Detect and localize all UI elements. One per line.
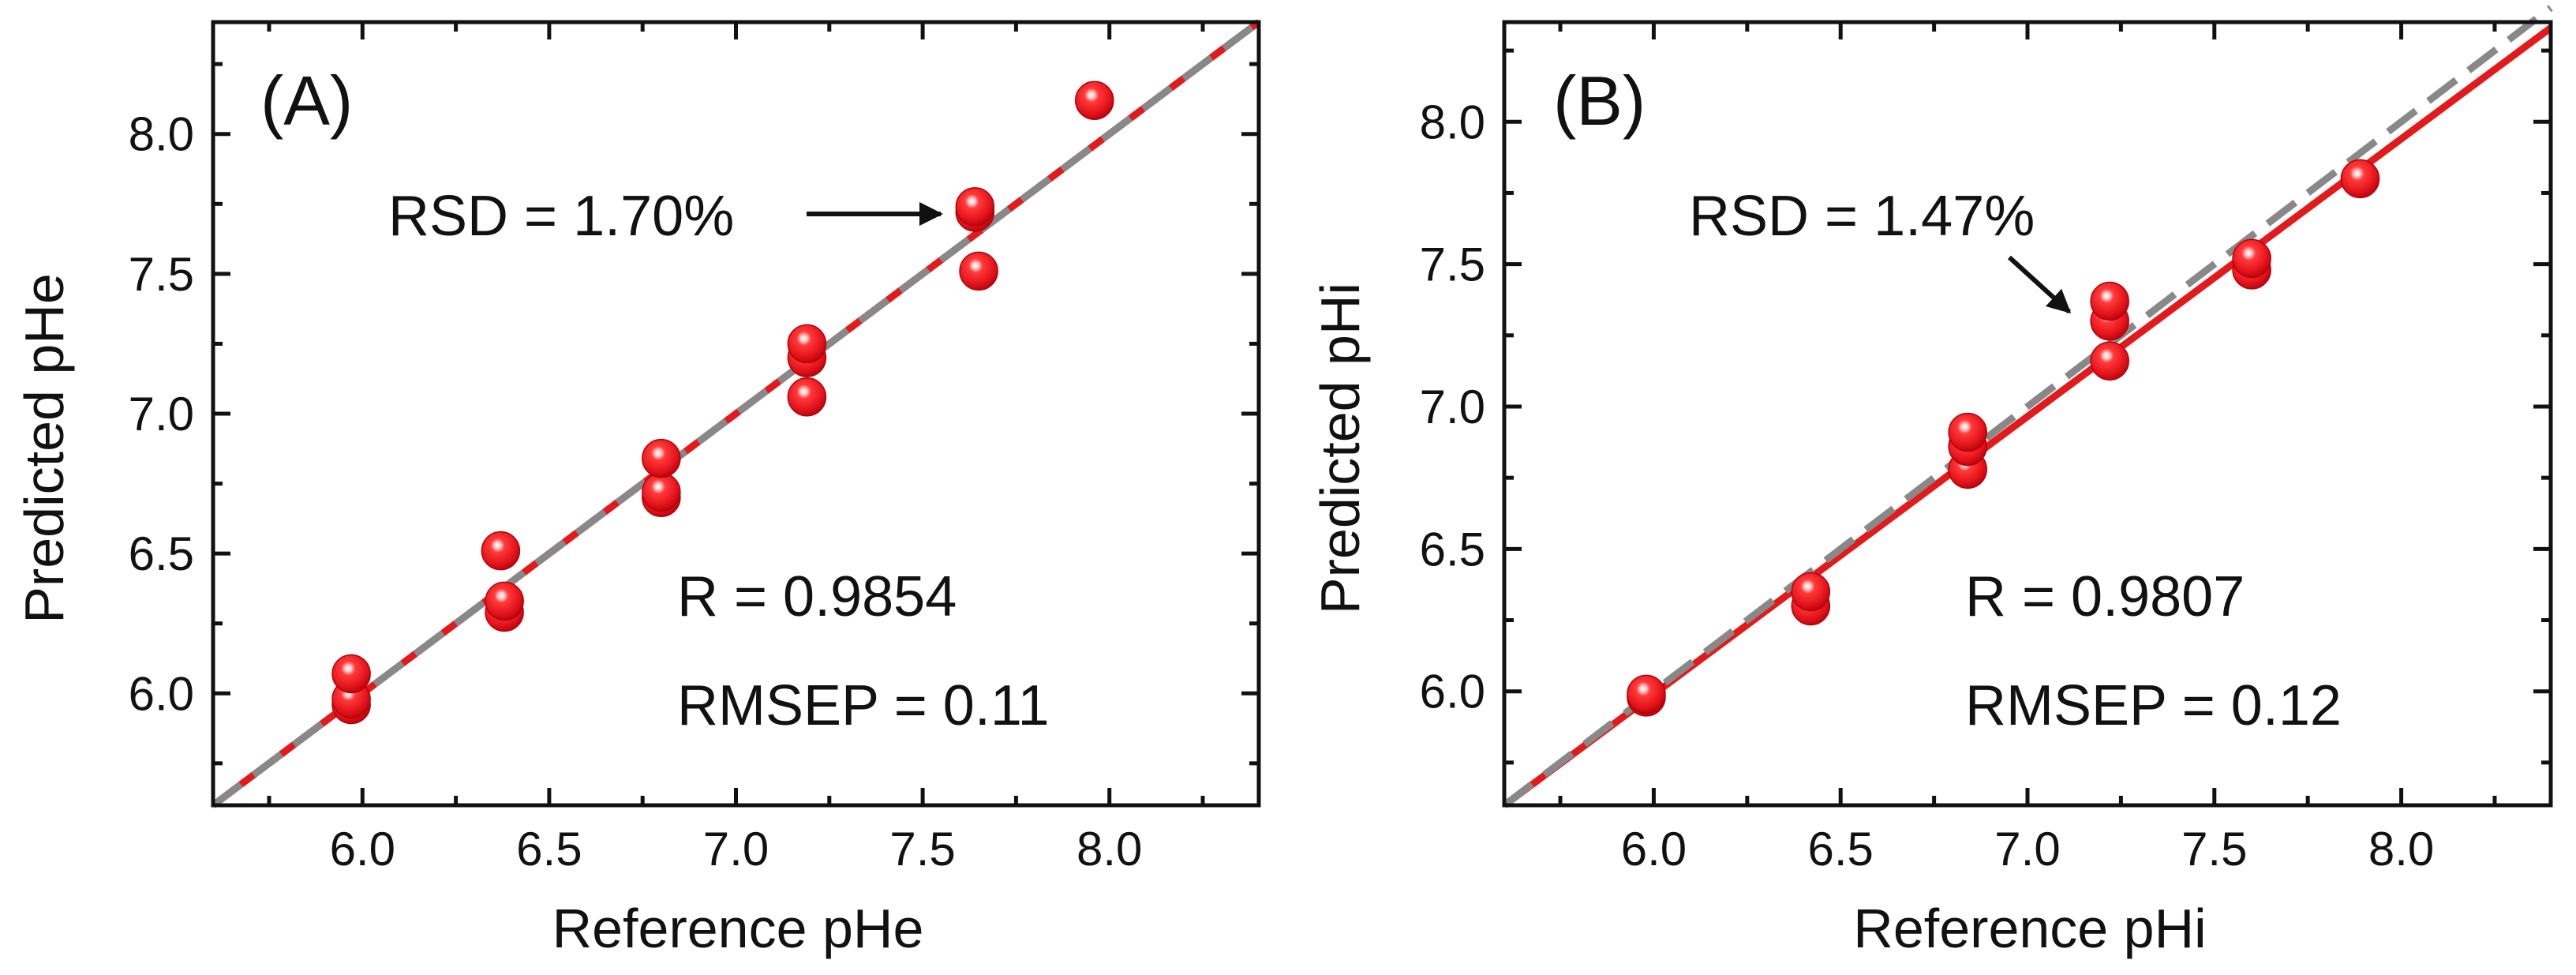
panel-b-label: (B) <box>1553 62 1646 140</box>
panel-b-data-point <box>2232 238 2271 279</box>
panel-b-data-point <box>1791 572 1831 612</box>
panel-b-data-point <box>2340 159 2380 199</box>
panel-a-x-tick-label: 6.5 <box>516 823 582 876</box>
panel-a-data-point <box>331 654 371 694</box>
panel-a-tick-labels: 6.0 6.5 7.0 7.5 8.0 6.0 6.5 7.0 7.5 8.0 <box>129 108 1143 876</box>
panel-b-identity-line <box>1502 5 2553 808</box>
panel-a-x-tick-label: 7.0 <box>703 823 769 876</box>
chart-panel-b: 6.0 6.5 7.0 7.5 8.0 6.0 6.5 7.0 7.5 8.0 (B) Refer… <box>1309 5 2553 959</box>
panel-a-data-point <box>787 377 827 417</box>
panel-a-x-tick-label: 6.0 <box>330 823 395 876</box>
panel-b-rsd-arrow <box>2007 255 2072 314</box>
panel-a-data-point <box>642 472 681 512</box>
panel-b-ticks <box>1504 22 2551 805</box>
panel-a-identity-line <box>211 19 1261 808</box>
panel-b-rsd-annotation: RSD = 1.47% <box>1689 185 2035 248</box>
panel-b-y-tick-label: 6.5 <box>1420 523 1485 576</box>
panel-a-x-tick-label: 8.0 <box>1076 823 1142 876</box>
panel-a-rsd-annotation: RSD = 1.70% <box>388 185 734 248</box>
panel-a-label: (A) <box>260 62 353 140</box>
panel-b-y-axis-label: Predicted pHi <box>1309 283 1371 614</box>
panel-b-x-tick-label: 7.0 <box>1994 823 2060 876</box>
panel-a-data-point <box>1075 81 1114 120</box>
panel-a-y-tick-label: 8.0 <box>129 108 194 161</box>
panel-b-x-tick-label: 7.5 <box>2181 823 2247 876</box>
panel-b-tick-labels: 6.0 6.5 7.0 7.5 8.0 6.0 6.5 7.0 7.5 8.0 <box>1420 96 2435 876</box>
panel-a-data-point <box>485 581 524 621</box>
panel-a-lines <box>211 19 1261 808</box>
panel-a-r-annotation: R = 0.9854 <box>677 565 957 628</box>
panel-a-frame <box>211 20 1261 808</box>
panel-b-y-tick-label: 6.0 <box>1420 666 1485 718</box>
panel-a-data-point <box>787 324 827 364</box>
panel-b-x-tick-label: 8.0 <box>2368 823 2434 876</box>
panel-a-rmsep-annotation: RMSEP = 0.11 <box>677 674 1050 737</box>
panel-b-y-tick-label: 7.0 <box>1420 381 1485 433</box>
chart-panel-a: 6.0 6.5 7.0 7.5 8.0 6.0 6.5 7.0 7.5 8.0 (A) Refer… <box>13 19 1261 959</box>
panel-b-rmsep-annotation: RMSEP = 0.12 <box>1965 674 2342 737</box>
panel-b-points <box>1627 159 2380 717</box>
panel-a-y-axis-label: Predicted pHe <box>13 273 75 624</box>
panel-a-ticks <box>213 22 1259 805</box>
panel-b-lines <box>1502 5 2553 808</box>
panel-b-data-point <box>1627 674 1666 714</box>
panel-a-x-tick-label: 7.5 <box>889 823 955 876</box>
panel-b-x-tick-label: 6.5 <box>1808 823 1874 876</box>
panel-a-x-axis-label: Reference pHe <box>552 898 924 959</box>
panel-a-data-point <box>955 187 995 227</box>
panel-a-y-tick-label: 7.5 <box>129 248 194 301</box>
panel-a-y-tick-label: 7.0 <box>129 388 194 441</box>
panel-a-points <box>331 81 1114 725</box>
panel-b-x-axis-label: Reference pHi <box>1853 898 2206 959</box>
panel-a-y-tick-label: 6.5 <box>129 527 194 580</box>
panel-a-data-point <box>959 251 998 291</box>
panel-b-data-point <box>1948 412 1987 452</box>
panel-b-y-tick-label: 7.5 <box>1420 238 1485 291</box>
panel-a-y-tick-label: 6.0 <box>129 667 194 720</box>
panel-b-frame <box>1502 20 2553 808</box>
panel-b-data-point <box>2090 281 2129 321</box>
panel-b-x-tick-label: 6.0 <box>1621 823 1687 876</box>
panel-a-data-point <box>642 438 681 478</box>
panel-a-data-point <box>481 531 521 571</box>
panel-b-r-annotation: R = 0.9807 <box>1965 565 2245 628</box>
panel-b-y-tick-label: 8.0 <box>1420 96 1485 148</box>
panel-b-data-point <box>2090 341 2129 381</box>
